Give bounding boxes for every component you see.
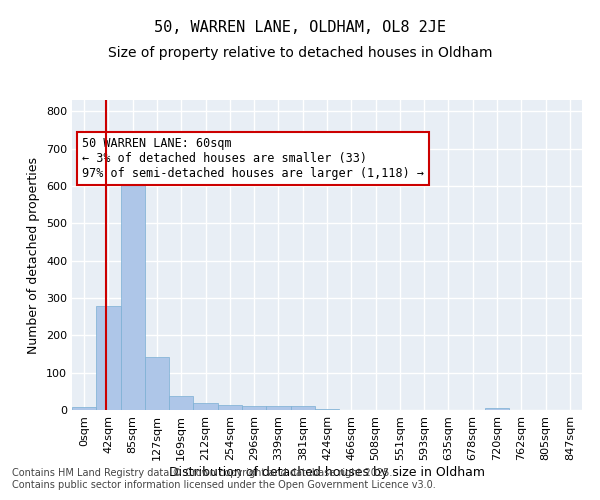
Y-axis label: Number of detached properties: Number of detached properties [28,156,40,354]
Bar [290,406,315,410]
Bar [315,409,339,410]
Bar [218,405,242,410]
Bar [72,407,96,410]
Bar [242,406,266,410]
Bar [145,356,169,410]
Bar [169,396,193,410]
Bar [96,306,121,410]
Text: Size of property relative to detached houses in Oldham: Size of property relative to detached ho… [108,46,492,60]
X-axis label: Distribution of detached houses by size in Oldham: Distribution of detached houses by size … [169,466,485,478]
Text: 50 WARREN LANE: 60sqm
← 3% of detached houses are smaller (33)
97% of semi-detac: 50 WARREN LANE: 60sqm ← 3% of detached h… [82,137,424,180]
Text: Contains HM Land Registry data © Crown copyright and database right 2025.
Contai: Contains HM Land Registry data © Crown c… [12,468,436,490]
Bar [121,168,145,410]
Bar [193,402,218,410]
Bar [485,408,509,410]
Bar [266,406,290,410]
Text: 50, WARREN LANE, OLDHAM, OL8 2JE: 50, WARREN LANE, OLDHAM, OL8 2JE [154,20,446,35]
